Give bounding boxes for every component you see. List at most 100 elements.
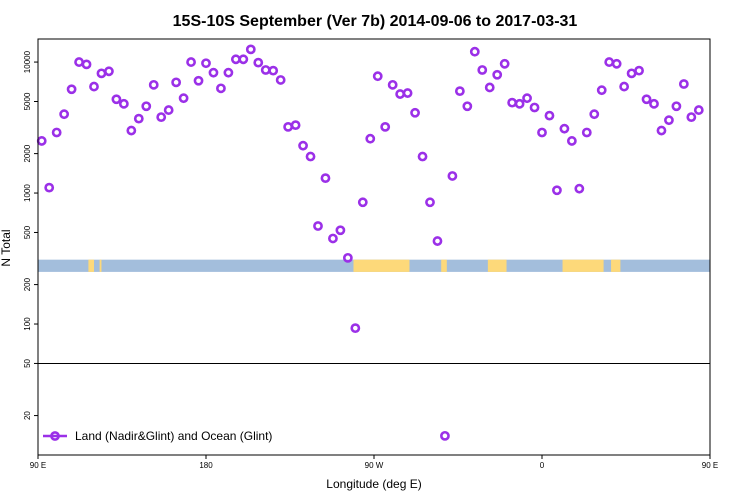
- data-point: [66, 84, 77, 95]
- data-point: [440, 430, 450, 441]
- data-point: [171, 77, 182, 88]
- data-point: [342, 252, 353, 263]
- data-point: [522, 93, 532, 104]
- y-axis-label: N Total: [0, 229, 13, 266]
- data-point: [74, 57, 84, 67]
- data-point: [193, 75, 204, 86]
- land-segment: [487, 259, 507, 272]
- data-point: [447, 171, 458, 181]
- land-segment: [562, 259, 604, 272]
- data-point: [432, 236, 443, 246]
- data-point: [641, 94, 652, 105]
- data-point: [477, 65, 488, 75]
- legend-marker: [50, 431, 60, 441]
- data-point: [335, 225, 346, 236]
- y-tick-label: 50: [23, 358, 32, 367]
- data-point: [245, 44, 256, 55]
- data-point: [126, 125, 137, 136]
- data-point: [89, 81, 99, 92]
- data-point: [96, 68, 107, 79]
- data-point: [305, 151, 316, 162]
- data-point: [514, 98, 525, 109]
- y-tick-label: 100: [23, 317, 32, 331]
- data-point: [111, 94, 122, 105]
- data-point: [417, 151, 428, 162]
- data-point: [208, 67, 219, 78]
- data-point: [350, 323, 361, 334]
- data-point: [611, 58, 622, 69]
- data-point: [537, 127, 547, 138]
- y-tick-label: 2000: [23, 144, 32, 162]
- y-tick-label: 20: [23, 411, 32, 420]
- data-point: [216, 83, 226, 94]
- legend-label: Land (Nadir&Glint) and Ocean (Glint): [75, 429, 272, 443]
- data-point: [678, 79, 689, 89]
- y-axis-ticks: 20 50 100 200 500 1000 2000 5000 10000: [23, 50, 38, 420]
- data-point: [36, 136, 47, 146]
- data-point: [634, 65, 644, 76]
- data-point: [544, 110, 555, 121]
- data-point: [402, 88, 413, 98]
- data-point: [566, 136, 577, 146]
- data-point: [283, 121, 294, 132]
- data-point: [148, 79, 159, 90]
- plot-frame: [37, 38, 711, 456]
- data-point: [671, 101, 682, 112]
- data-point: [552, 185, 562, 196]
- legend: Land (Nadir&Glint) and Ocean (Glint): [43, 429, 272, 443]
- data-point: [649, 98, 659, 109]
- x-axis-label: Longitude (deg E): [326, 477, 421, 491]
- land-segment: [611, 259, 621, 272]
- data-point: [118, 98, 129, 109]
- data-point: [230, 54, 241, 65]
- data-point: [492, 69, 503, 80]
- y-tick-label: 200: [23, 277, 32, 291]
- data-point: [290, 120, 301, 131]
- land-segment: [88, 259, 94, 272]
- data-point: [395, 89, 406, 99]
- data-point: [238, 54, 249, 65]
- data-point: [104, 66, 114, 77]
- data-point: [596, 85, 607, 96]
- data-point: [268, 65, 279, 76]
- chart-title: 15S-10S September (Ver 7b) 2014-09-06 to…: [173, 13, 578, 30]
- data-point: [275, 75, 286, 85]
- data-point: [186, 57, 196, 67]
- data-point: [178, 93, 189, 104]
- x-tick-label: 90 E: [702, 461, 718, 470]
- data-point: [454, 86, 465, 97]
- data-point: [201, 58, 211, 69]
- data-point: [686, 112, 697, 123]
- data-point: [589, 109, 600, 120]
- data-point: [581, 127, 592, 138]
- data-point: [425, 197, 435, 208]
- data-point: [484, 82, 495, 93]
- data-point: [656, 125, 667, 136]
- data-point: [260, 65, 271, 75]
- x-tick-label: 180: [199, 461, 213, 470]
- data-point: [253, 57, 264, 68]
- x-tick-label: 0: [540, 461, 545, 470]
- land-segment: [441, 259, 447, 272]
- data-point: [59, 109, 70, 120]
- data-point: [574, 183, 585, 194]
- data-point: [156, 112, 167, 123]
- data-point: [410, 107, 420, 118]
- data-point: [499, 58, 510, 69]
- data-point: [529, 102, 540, 113]
- data-point: [223, 67, 234, 78]
- data-point: [365, 133, 376, 144]
- y-tick-label: 5000: [23, 92, 32, 110]
- land-ocean-band: [38, 259, 710, 272]
- data-point: [604, 57, 615, 67]
- data-point: [387, 79, 398, 90]
- data-point: [328, 233, 338, 244]
- data-point: [313, 221, 323, 231]
- land-segment: [99, 259, 102, 272]
- data-point: [357, 197, 368, 208]
- data-point: [462, 101, 473, 112]
- x-tick-label: 90 W: [365, 461, 384, 470]
- data-point: [133, 113, 144, 124]
- y-tick-label: 1000: [23, 184, 32, 202]
